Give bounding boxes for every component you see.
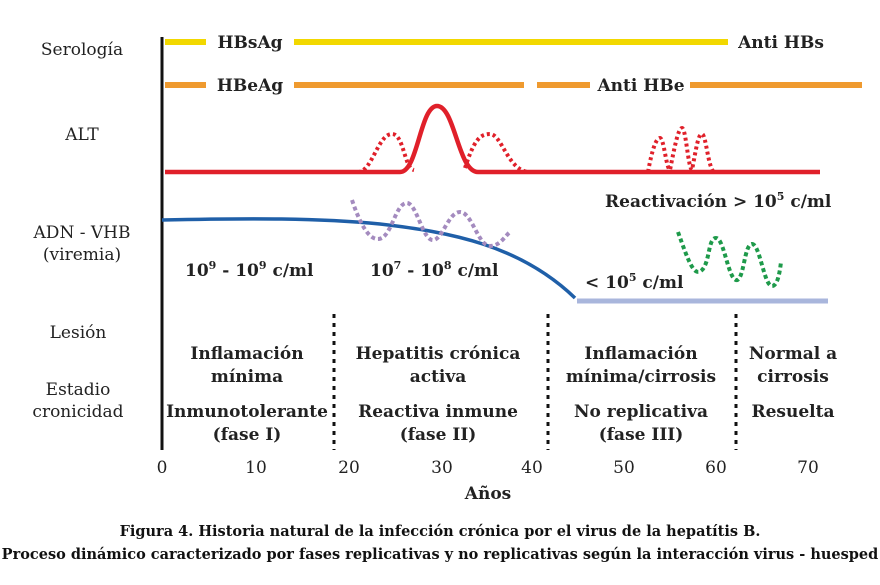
x-tick-0: 0 bbox=[157, 458, 168, 478]
dna-curve bbox=[161, 199, 828, 304]
annotation-viremia-phase2: 107 - 108 c/ml bbox=[370, 259, 499, 281]
phase-3-stage-line1: No replicativa bbox=[574, 402, 708, 422]
alt-curve bbox=[165, 103, 820, 175]
marker-anti-hbs: Anti HBs bbox=[737, 33, 824, 53]
annotation-viremia-phase3: < 105 c/ml bbox=[585, 271, 684, 293]
phase-1-stage-line2: (fase I) bbox=[213, 425, 282, 445]
alt-flare-right bbox=[463, 131, 531, 174]
x-tick-60: 60 bbox=[705, 458, 727, 478]
row-label-serologia: Serología bbox=[41, 40, 123, 60]
phase-1: Inflamación mínima Inmunotolerante (fase… bbox=[166, 344, 328, 445]
phase-1-stage-line1: Inmunotolerante bbox=[166, 402, 328, 422]
alt-flare-left bbox=[357, 131, 416, 174]
dna-flare-purple bbox=[350, 199, 512, 249]
row-label-viremia: (viremia) bbox=[43, 245, 121, 265]
x-tick-30: 30 bbox=[431, 458, 453, 478]
row-label-adn: ADN - VHB bbox=[33, 223, 131, 243]
x-tick-40: 40 bbox=[521, 458, 543, 478]
marker-anti-hbe: Anti HBe bbox=[596, 76, 684, 96]
phase-3-stage-line2: (fase III) bbox=[599, 425, 684, 445]
phase-2-lesion-line2: activa bbox=[410, 367, 467, 387]
phase-2-stage-line2: (fase II) bbox=[400, 425, 477, 445]
x-axis-label: Años bbox=[464, 484, 511, 504]
alt-reactivation-flares bbox=[646, 125, 716, 174]
phase-2-stage-line1: Reactiva inmune bbox=[358, 402, 518, 422]
phase-3-lesion-line1: Inflamación bbox=[584, 344, 697, 364]
row-label-alt: ALT bbox=[64, 125, 99, 145]
x-tick-10: 10 bbox=[245, 458, 267, 478]
phase-2: Hepatitis crónica activa Reactiva inmune… bbox=[356, 344, 521, 445]
phase-4-stage-line1: Resuelta bbox=[751, 402, 834, 422]
alt-baseline bbox=[165, 103, 820, 175]
phase-1-lesion-line2: mínima bbox=[211, 367, 283, 387]
dna-decline bbox=[161, 217, 577, 300]
annotation-viremia-phase1: 109 - 109 c/ml bbox=[185, 259, 314, 281]
marker-hbsag: HBsAg bbox=[217, 33, 282, 53]
x-tick-70: 70 bbox=[797, 458, 819, 478]
x-tick-20: 20 bbox=[338, 458, 360, 478]
row-label-estadio: Estadio bbox=[46, 380, 111, 400]
caption-line-2: Proceso dinámico caracterizado por fases… bbox=[2, 546, 879, 563]
phase-3-lesion-line2: mínima/cirrosis bbox=[566, 367, 716, 387]
row-label-lesion: Lesión bbox=[50, 323, 107, 343]
x-axis: 0 10 20 30 40 50 60 70 Años bbox=[157, 458, 819, 504]
phase-4: Normal a cirrosis Resuelta bbox=[749, 344, 837, 422]
phase-1-lesion-line1: Inflamación bbox=[190, 344, 303, 364]
row-label-cronicidad: cronicidad bbox=[32, 402, 123, 422]
phase-3: Inflamación mínima/cirrosis No replicati… bbox=[566, 344, 716, 445]
annotation-reactivacion: Reactivación > 105 c/ml bbox=[605, 190, 832, 212]
dna-flare-green bbox=[676, 231, 783, 289]
phase-2-lesion-line1: Hepatitis crónica bbox=[356, 344, 521, 364]
phase-4-lesion-line2: cirrosis bbox=[757, 367, 829, 387]
marker-hbeag: HBeAg bbox=[217, 76, 283, 96]
caption-line-1: Figura 4. Historia natural de la infecci… bbox=[120, 523, 761, 540]
phase-4-lesion-line1: Normal a bbox=[749, 344, 837, 364]
x-tick-50: 50 bbox=[613, 458, 635, 478]
